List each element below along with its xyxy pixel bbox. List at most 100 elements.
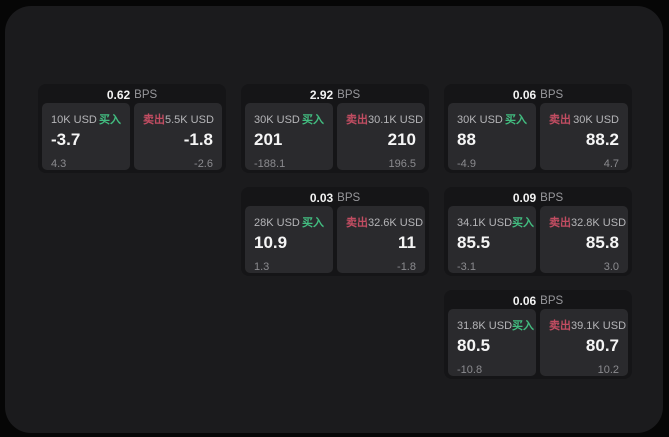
spread-value: 2.92 <box>309 87 334 102</box>
buy-price: 85.5 <box>457 233 491 253</box>
sell-price: -1.8 <box>183 130 213 150</box>
sell-label[interactable]: 卖出 <box>346 217 368 230</box>
sell-amount: 5.5K USD <box>165 114 214 127</box>
sell-sub-value: 196.5 <box>388 158 416 170</box>
sell-sub-value: -2.6 <box>194 158 213 170</box>
sell-panel[interactable]: 卖出 32.8K USD 85.8 3.0 <box>540 206 628 273</box>
buy-sub-value: -4.9 <box>457 158 476 170</box>
sell-label[interactable]: 卖出 <box>143 114 165 127</box>
sell-price: 210 <box>387 130 416 150</box>
buy-panel-header: 34.1K USD 买入 <box>457 214 534 230</box>
buy-sub-value: -10.8 <box>457 364 483 376</box>
buy-label[interactable]: 买入 <box>302 114 324 127</box>
buy-price: 201 <box>254 130 283 150</box>
spread-value: 0.06 <box>512 293 537 308</box>
spread-value: 0.03 <box>309 190 334 205</box>
quote-card: 0.03 BPS 28K USD 买入 10.9 1.3 卖出 32.6K US… <box>241 187 429 276</box>
buy-amount: 30K USD <box>254 114 300 127</box>
card-header: 0.03 BPS <box>241 187 429 206</box>
buy-panel[interactable]: 30K USD 买入 88 -4.9 <box>448 103 536 170</box>
sell-price: 88.2 <box>585 130 619 150</box>
card-header: 0.09 BPS <box>444 187 632 206</box>
sell-amount: 39.1K USD <box>571 320 627 333</box>
spread-unit-label: BPS <box>540 88 564 101</box>
sell-amount: 32.8K USD <box>571 217 627 230</box>
buy-sub-value: 1.3 <box>254 261 270 273</box>
spread-unit-label: BPS <box>134 88 158 101</box>
quote-panels: 28K USD 买入 10.9 1.3 卖出 32.6K USD 11 -1.8 <box>241 206 429 276</box>
buy-sub-value: -188.1 <box>254 158 286 170</box>
sell-panel[interactable]: 卖出 30K USD 88.2 4.7 <box>540 103 628 170</box>
spread-value: 0.62 <box>106 87 131 102</box>
sell-panel[interactable]: 卖出 39.1K USD 80.7 10.2 <box>540 309 628 376</box>
buy-label[interactable]: 买入 <box>302 217 324 230</box>
card-header: 0.06 BPS <box>444 290 632 309</box>
spread-unit-label: BPS <box>540 191 564 204</box>
buy-panel[interactable]: 31.8K USD 买入 80.5 -10.8 <box>448 309 536 376</box>
quote-panels: 10K USD 买入 -3.7 4.3 卖出 5.5K USD -1.8 -2.… <box>38 103 226 173</box>
buy-panel-header: 30K USD 买入 <box>457 111 527 127</box>
sell-panel-header: 卖出 30.1K USD <box>346 111 423 127</box>
buy-panel-header: 28K USD 买入 <box>254 214 324 230</box>
sell-amount: 30K USD <box>573 114 619 127</box>
buy-amount: 30K USD <box>457 114 503 127</box>
sell-price: 11 <box>398 233 416 253</box>
buy-panel[interactable]: 34.1K USD 买入 85.5 -3.1 <box>448 206 536 273</box>
card-header: 2.92 BPS <box>241 84 429 103</box>
quote-card: 0.62 BPS 10K USD 买入 -3.7 4.3 卖出 5.5K USD <box>38 84 226 173</box>
buy-panel[interactable]: 30K USD 买入 201 -188.1 <box>245 103 333 170</box>
sell-amount: 32.6K USD <box>368 217 424 230</box>
buy-label[interactable]: 买入 <box>505 114 527 127</box>
buy-price: 10.9 <box>254 233 288 253</box>
sell-price: 85.8 <box>585 233 619 253</box>
sell-panel-header: 卖出 5.5K USD <box>143 111 214 127</box>
quote-panels: 30K USD 买入 201 -188.1 卖出 30.1K USD 210 1… <box>241 103 429 173</box>
quote-card: 2.92 BPS 30K USD 买入 201 -188.1 卖出 30.1K … <box>241 84 429 173</box>
quote-card: 0.09 BPS 34.1K USD 买入 85.5 -3.1 卖出 32.8K… <box>444 187 632 276</box>
buy-label[interactable]: 买入 <box>99 114 121 127</box>
buy-panel[interactable]: 10K USD 买入 -3.7 4.3 <box>42 103 130 170</box>
buy-label[interactable]: 买入 <box>512 320 535 333</box>
buy-panel[interactable]: 28K USD 买入 10.9 1.3 <box>245 206 333 273</box>
quote-panels: 34.1K USD 买入 85.5 -3.1 卖出 32.8K USD 85.8… <box>444 206 632 276</box>
sell-label[interactable]: 卖出 <box>549 320 571 333</box>
buy-sub-value: 4.3 <box>51 158 67 170</box>
sell-sub-value: 10.2 <box>597 364 619 376</box>
quote-card: 0.06 BPS 30K USD 买入 88 -4.9 卖出 30K USD <box>444 84 632 173</box>
sell-label[interactable]: 卖出 <box>549 217 571 230</box>
spread-value: 0.09 <box>512 190 537 205</box>
sell-panel-header: 卖出 32.6K USD <box>346 214 423 230</box>
sell-sub-value: -1.8 <box>397 261 416 273</box>
sell-label[interactable]: 卖出 <box>346 114 368 127</box>
sell-price: 80.7 <box>585 336 619 356</box>
sell-sub-value: 4.7 <box>603 158 619 170</box>
buy-sub-value: -3.1 <box>457 261 476 273</box>
buy-price: -3.7 <box>51 130 81 150</box>
sell-panel[interactable]: 卖出 30.1K USD 210 196.5 <box>337 103 425 170</box>
card-header: 0.06 BPS <box>444 84 632 103</box>
sell-panel-header: 卖出 32.8K USD <box>549 214 626 230</box>
sell-sub-value: 3.0 <box>603 261 619 273</box>
spread-unit-label: BPS <box>540 294 564 307</box>
buy-price: 80.5 <box>457 336 491 356</box>
sell-panel-header: 卖出 39.1K USD <box>549 317 626 333</box>
buy-amount: 28K USD <box>254 217 300 230</box>
buy-price: 88 <box>457 130 476 150</box>
buy-amount: 10K USD <box>51 114 97 127</box>
spread-unit-label: BPS <box>337 191 361 204</box>
sell-panel-header: 卖出 30K USD <box>549 111 619 127</box>
quote-card: 0.06 BPS 31.8K USD 买入 80.5 -10.8 卖出 39.1… <box>444 290 632 379</box>
quote-card-grid: 0.62 BPS 10K USD 买入 -3.7 4.3 卖出 5.5K USD <box>38 84 632 379</box>
quote-panels: 30K USD 买入 88 -4.9 卖出 30K USD 88.2 4.7 <box>444 103 632 173</box>
buy-panel-header: 30K USD 买入 <box>254 111 324 127</box>
buy-label[interactable]: 买入 <box>512 217 535 230</box>
spread-unit-label: BPS <box>337 88 361 101</box>
buy-amount: 34.1K USD <box>457 217 513 230</box>
quote-panels: 31.8K USD 买入 80.5 -10.8 卖出 39.1K USD 80.… <box>444 309 632 379</box>
sell-panel[interactable]: 卖出 5.5K USD -1.8 -2.6 <box>134 103 222 170</box>
buy-panel-header: 10K USD 买入 <box>51 111 121 127</box>
sell-label[interactable]: 卖出 <box>549 114 571 127</box>
sell-panel[interactable]: 卖出 32.6K USD 11 -1.8 <box>337 206 425 273</box>
buy-panel-header: 31.8K USD 买入 <box>457 317 534 333</box>
